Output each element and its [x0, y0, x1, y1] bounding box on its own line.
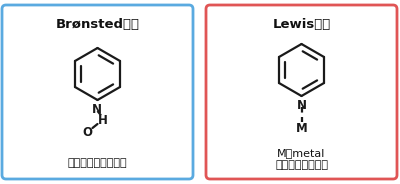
FancyBboxPatch shape: [206, 5, 397, 179]
FancyBboxPatch shape: [2, 5, 193, 179]
Text: N: N: [296, 99, 306, 112]
Text: Brønsted酸点: Brønsted酸点: [56, 17, 140, 31]
Text: H: H: [98, 114, 108, 127]
Text: N: N: [92, 103, 102, 116]
Text: M：metal: M：metal: [277, 148, 326, 158]
Text: M: M: [296, 121, 307, 135]
Text: ピリジン配位結合: ピリジン配位結合: [275, 160, 328, 170]
Text: ピリジニウムイオン: ピリジニウムイオン: [68, 158, 127, 168]
Text: O: O: [82, 127, 92, 139]
Text: Lewis酸点: Lewis酸点: [272, 17, 331, 31]
